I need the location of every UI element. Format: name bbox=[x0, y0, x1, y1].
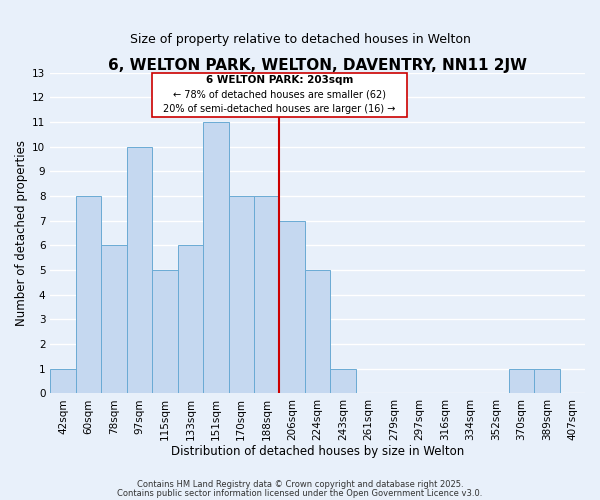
Y-axis label: Number of detached properties: Number of detached properties bbox=[15, 140, 28, 326]
Bar bbox=[305, 270, 331, 394]
Text: 20% of semi-detached houses are larger (16) →: 20% of semi-detached houses are larger (… bbox=[163, 104, 395, 114]
Bar bbox=[76, 196, 101, 394]
Bar bbox=[152, 270, 178, 394]
Text: 6 WELTON PARK: 203sqm: 6 WELTON PARK: 203sqm bbox=[206, 76, 353, 86]
Bar bbox=[50, 368, 76, 394]
Bar bbox=[127, 146, 152, 394]
Text: Contains public sector information licensed under the Open Government Licence v3: Contains public sector information licen… bbox=[118, 488, 482, 498]
Bar bbox=[203, 122, 229, 394]
Bar bbox=[509, 368, 534, 394]
Bar bbox=[101, 246, 127, 394]
FancyBboxPatch shape bbox=[152, 72, 407, 117]
Bar bbox=[178, 246, 203, 394]
Text: Size of property relative to detached houses in Welton: Size of property relative to detached ho… bbox=[130, 32, 470, 46]
Bar bbox=[331, 368, 356, 394]
Bar bbox=[534, 368, 560, 394]
Text: Contains HM Land Registry data © Crown copyright and database right 2025.: Contains HM Land Registry data © Crown c… bbox=[137, 480, 463, 489]
Bar bbox=[254, 196, 280, 394]
Text: ← 78% of detached houses are smaller (62): ← 78% of detached houses are smaller (62… bbox=[173, 90, 386, 100]
Title: 6, WELTON PARK, WELTON, DAVENTRY, NN11 2JW: 6, WELTON PARK, WELTON, DAVENTRY, NN11 2… bbox=[108, 58, 527, 72]
Bar bbox=[229, 196, 254, 394]
Bar bbox=[280, 220, 305, 394]
X-axis label: Distribution of detached houses by size in Welton: Distribution of detached houses by size … bbox=[171, 444, 464, 458]
